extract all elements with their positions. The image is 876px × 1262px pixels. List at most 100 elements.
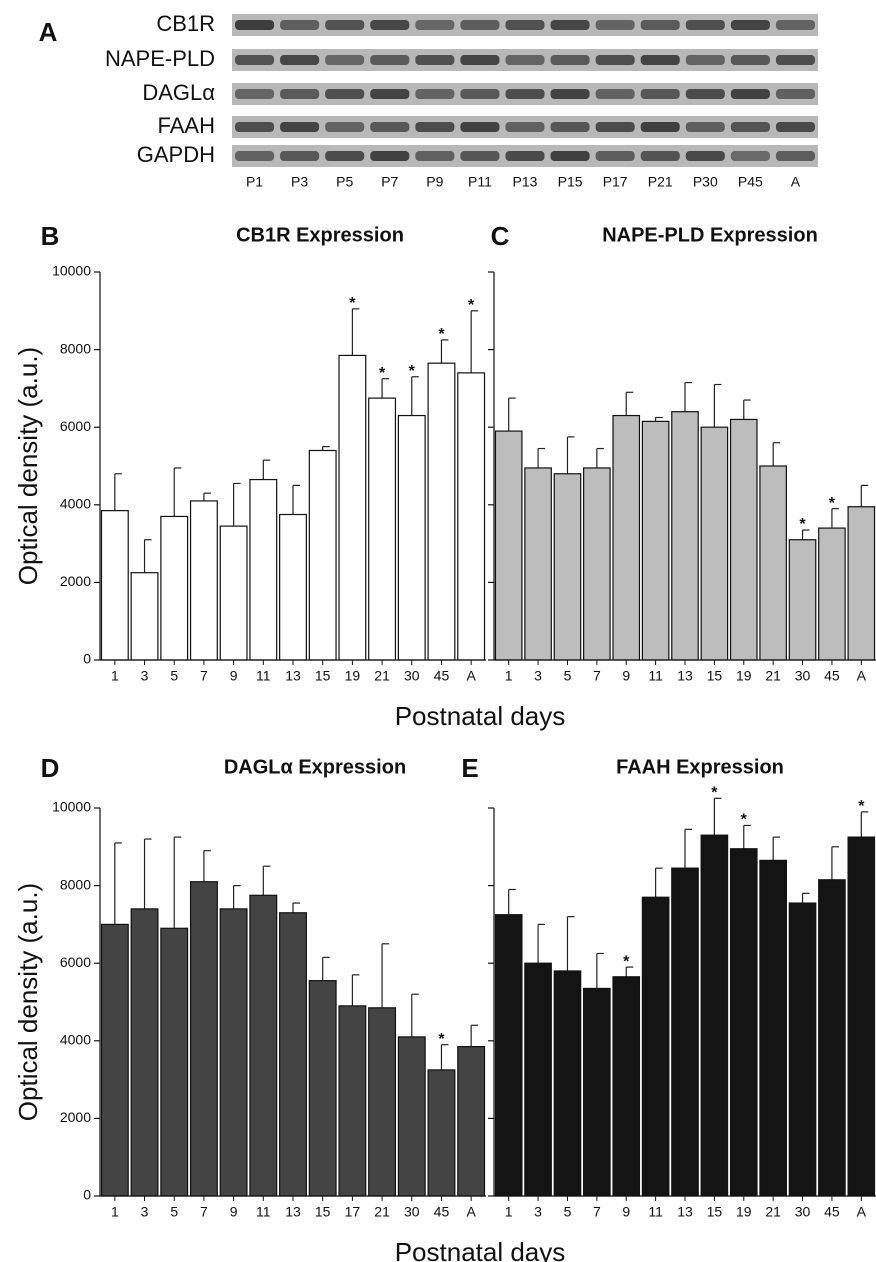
x-tick-label: 21 xyxy=(374,668,390,684)
y-tick-label: 4000 xyxy=(60,496,91,512)
bar xyxy=(848,837,874,1196)
bar xyxy=(458,1047,485,1196)
x-axis-label: Postnatal days xyxy=(395,701,566,731)
bar xyxy=(642,897,668,1196)
bar xyxy=(250,895,277,1196)
bar xyxy=(131,573,158,660)
blot-band xyxy=(460,122,499,132)
y-tick-label: 8000 xyxy=(60,340,91,356)
x-tick-label: 13 xyxy=(285,1204,301,1220)
bar xyxy=(398,1037,425,1196)
x-tick-label: 30 xyxy=(404,668,420,684)
blot-band xyxy=(325,122,364,132)
bar xyxy=(819,880,845,1196)
blot-band xyxy=(415,122,454,132)
x-tick-label: 21 xyxy=(765,668,781,684)
blot-band xyxy=(551,89,590,99)
bar xyxy=(613,977,639,1196)
blot-band xyxy=(505,55,544,65)
blot-band xyxy=(686,122,725,132)
x-tick-label: 5 xyxy=(564,668,572,684)
bar xyxy=(701,835,727,1196)
y-tick-label: 2000 xyxy=(60,1109,91,1125)
blot-band xyxy=(505,20,544,30)
blot-band xyxy=(596,89,635,99)
blot-band xyxy=(686,89,725,99)
blot-band xyxy=(686,151,725,161)
x-tick-label: 7 xyxy=(200,1204,208,1220)
bar xyxy=(701,427,727,660)
blot-band xyxy=(370,122,409,132)
blot-band xyxy=(235,122,274,132)
y-tick-label: 0 xyxy=(83,1187,91,1203)
significance-mark: * xyxy=(829,495,836,512)
x-tick-label: 3 xyxy=(534,668,542,684)
bar xyxy=(554,971,580,1196)
x-tick-label: 45 xyxy=(824,1204,840,1220)
bar xyxy=(191,882,218,1196)
blot-row-label: CB1R xyxy=(156,11,215,36)
blot-band xyxy=(370,151,409,161)
x-tick-label: 9 xyxy=(622,668,630,684)
x-tick-label: 11 xyxy=(648,1204,663,1220)
blot-band xyxy=(415,55,454,65)
bar xyxy=(220,526,247,660)
blot-band xyxy=(280,89,319,99)
chart-title: CB1R Expression xyxy=(236,224,404,246)
bar xyxy=(731,419,757,660)
lane-label: P45 xyxy=(738,174,763,190)
x-tick-label: 5 xyxy=(170,668,178,684)
blot-band xyxy=(370,20,409,30)
bar xyxy=(525,963,551,1196)
blot-band xyxy=(460,20,499,30)
blot-band xyxy=(460,89,499,99)
panel-label: C xyxy=(491,221,510,251)
bar xyxy=(191,501,218,660)
blot-band xyxy=(641,20,680,30)
x-tick-label: 9 xyxy=(230,1204,238,1220)
x-tick-label: 45 xyxy=(434,668,450,684)
blot-band xyxy=(325,55,364,65)
bar xyxy=(309,981,336,1196)
x-tick-label: 13 xyxy=(677,668,693,684)
bar xyxy=(848,507,874,660)
significance-mark: * xyxy=(379,365,386,382)
x-tick-label: 30 xyxy=(795,668,811,684)
y-tick-label: 10000 xyxy=(52,799,91,815)
blot-band xyxy=(731,20,770,30)
panel-label: E xyxy=(461,753,478,783)
bar xyxy=(250,480,277,660)
blot-band xyxy=(776,122,815,132)
bar xyxy=(220,909,247,1196)
bar xyxy=(495,915,521,1196)
y-tick-label: 4000 xyxy=(60,1032,91,1048)
significance-mark: * xyxy=(623,953,630,970)
bar xyxy=(428,1070,455,1196)
x-tick-label: 19 xyxy=(736,1204,752,1220)
chart-title: NAPE-PLD Expression xyxy=(602,224,818,246)
lane-label: P1 xyxy=(246,174,263,190)
blot-band xyxy=(641,89,680,99)
bar xyxy=(672,868,698,1196)
x-tick-label: 1 xyxy=(505,668,513,684)
x-tick-label: 19 xyxy=(345,668,361,684)
x-tick-label: 13 xyxy=(285,668,301,684)
x-tick-label: A xyxy=(857,1204,867,1220)
bar xyxy=(280,913,307,1196)
bar xyxy=(309,450,336,660)
blot-band xyxy=(280,55,319,65)
lane-label: P13 xyxy=(513,174,538,190)
x-tick-label: 11 xyxy=(648,668,663,684)
significance-mark: * xyxy=(409,363,416,380)
x-tick-label: A xyxy=(466,668,476,684)
blot-band xyxy=(505,122,544,132)
bar xyxy=(161,928,188,1196)
blot-band xyxy=(776,151,815,161)
significance-mark: * xyxy=(349,295,356,312)
blot-band xyxy=(235,55,274,65)
blot-row-label: FAAH xyxy=(158,113,215,138)
blot-band xyxy=(460,55,499,65)
blot-band xyxy=(776,89,815,99)
bar xyxy=(339,355,366,660)
lane-label: P11 xyxy=(468,174,492,190)
